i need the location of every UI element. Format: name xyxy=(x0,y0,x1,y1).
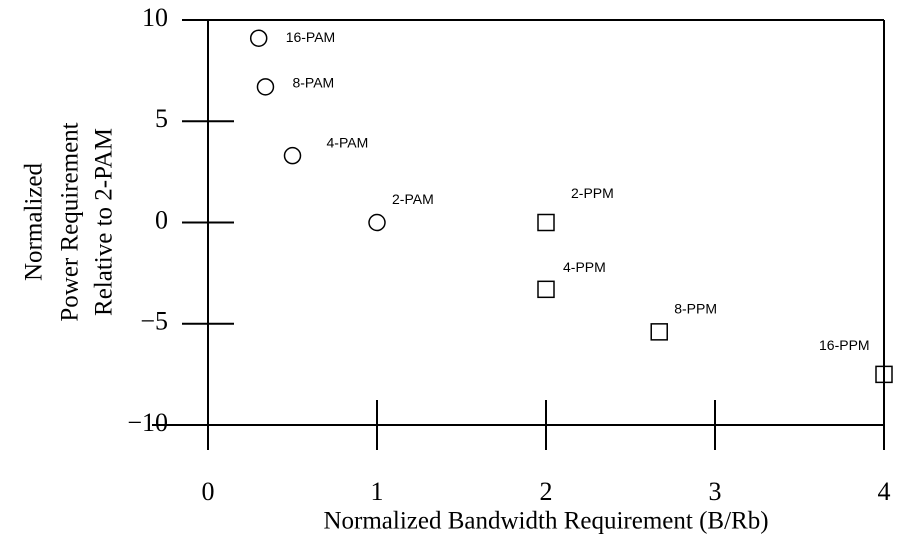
y-axis-label-line: Power Requirement xyxy=(57,122,84,321)
y-tick-label: 0 xyxy=(155,205,168,234)
point-label: 16-PPM xyxy=(819,337,870,353)
point-label: 16-PAM xyxy=(286,29,336,45)
x-tick-label: 1 xyxy=(371,477,384,506)
y-axis-label-line: Normalized xyxy=(21,163,48,282)
x-tick-label: 0 xyxy=(202,477,215,506)
point xyxy=(875,365,893,384)
point-label: 4-PAM xyxy=(327,134,369,150)
point xyxy=(368,213,386,232)
y-tick-label: −10 xyxy=(127,408,168,437)
point xyxy=(256,78,275,96)
y-axis-label-line: Relative to 2-PAM xyxy=(91,128,118,316)
y-tick-label: 10 xyxy=(142,3,168,32)
x-tick-label: 4 xyxy=(878,477,891,506)
y-tick-label: −5 xyxy=(140,307,168,336)
point-label: 2-PPM xyxy=(571,185,614,201)
x-tick-label: 3 xyxy=(709,477,722,506)
y-tick-label: 5 xyxy=(155,104,168,133)
point xyxy=(249,29,268,47)
point xyxy=(283,146,302,165)
point xyxy=(650,323,668,341)
point-label: 8-PAM xyxy=(292,75,334,91)
point-label: 2-PAM xyxy=(392,191,434,207)
y-axis-label: Normalized Power Requirement Relative to… xyxy=(21,122,118,321)
x-axis-label: Normalized Bandwidth Requirement (B/Rb) xyxy=(323,508,768,535)
x-tick-label: 2 xyxy=(540,477,553,506)
point xyxy=(537,213,555,232)
point-label: 8-PPM xyxy=(674,301,717,317)
point-label: 4-PPM xyxy=(563,259,606,275)
point xyxy=(537,280,555,299)
